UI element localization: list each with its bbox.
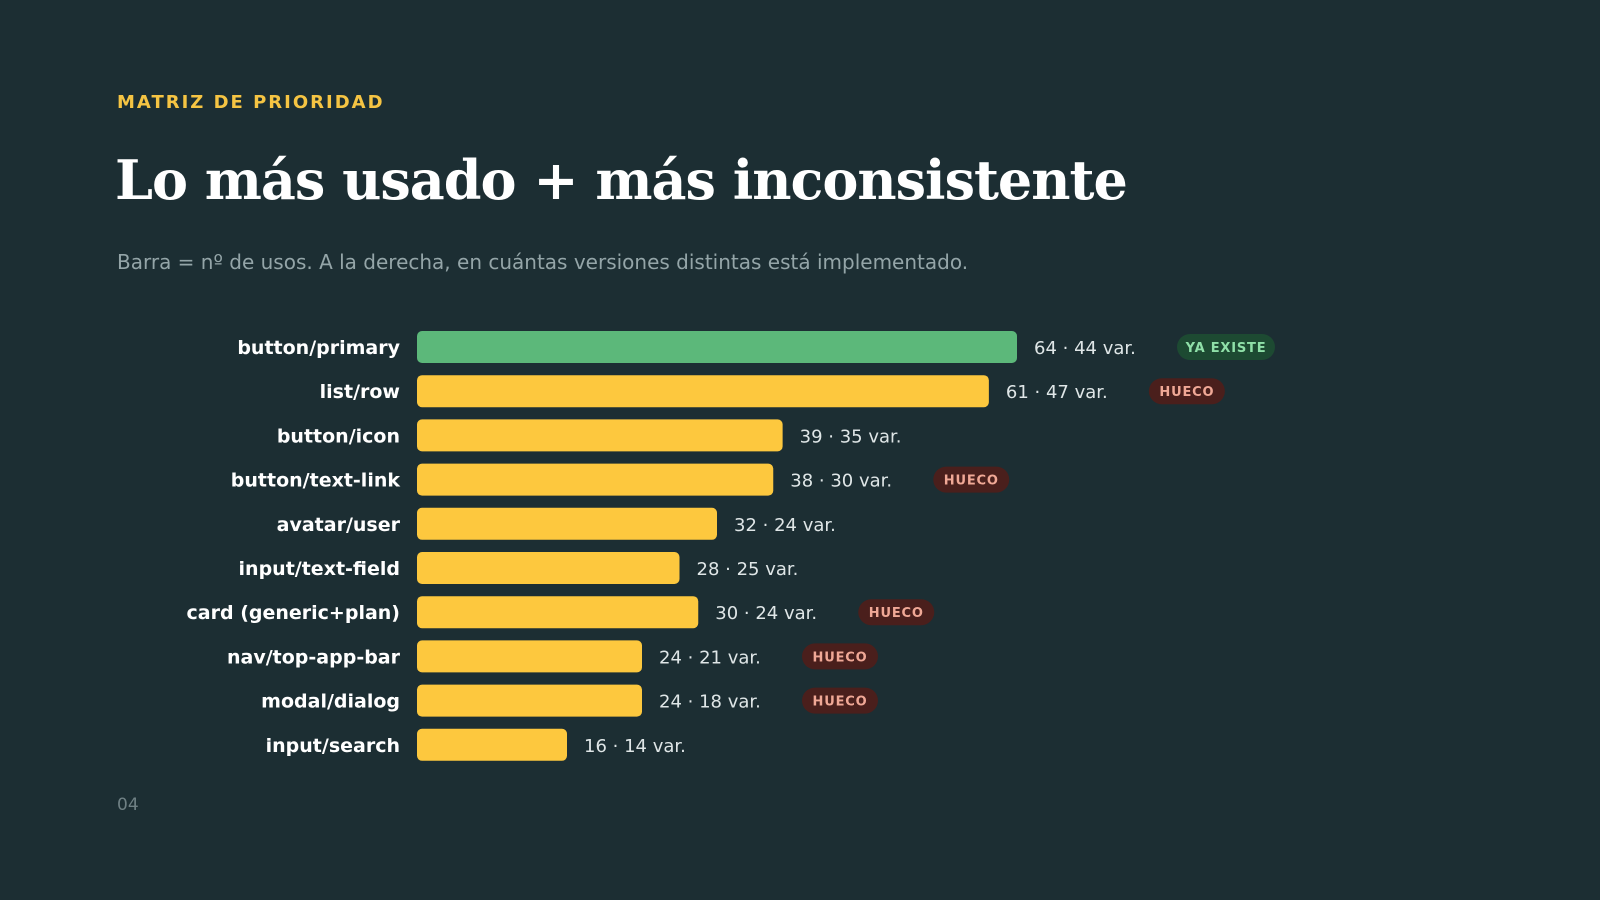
- value-label: 38 · 30 var.: [790, 471, 892, 492]
- bar-row: card (generic+plan) 30 · 24 var. HUECO: [187, 596, 935, 629]
- bar-row: button/text-link 38 · 30 var. HUECO: [231, 463, 1010, 496]
- badge-gap: [802, 643, 878, 670]
- bar-row: modal/dialog 24 · 18 var. HUECO: [261, 684, 878, 717]
- category-label: button/text-link: [231, 470, 401, 492]
- badge-label: HUECO: [1159, 385, 1214, 400]
- value-label: 24 · 18 var.: [659, 692, 761, 713]
- value-label: 28 · 25 var.: [697, 559, 799, 580]
- badge-label: HUECO: [813, 650, 868, 665]
- category-label: button/icon: [277, 425, 400, 447]
- category-label: list/row: [320, 381, 400, 403]
- value-label: 16 · 14 var.: [584, 736, 686, 757]
- category-label: button/primary: [237, 337, 400, 359]
- value-label: 39 · 35 var.: [800, 426, 902, 447]
- category-label: nav/top-app-bar: [227, 646, 401, 668]
- bar: [417, 375, 989, 408]
- bar: [417, 507, 717, 540]
- category-label: input/search: [266, 735, 400, 757]
- slide-title: Lo más usado + más inconsistente: [115, 148, 1128, 212]
- bar-row: input/search 16 · 14 var.: [266, 728, 686, 761]
- value-label: 32 · 24 var.: [734, 515, 836, 536]
- badge-gap: [1148, 378, 1225, 405]
- bar: [417, 463, 774, 496]
- value-label: 30 · 24 var.: [715, 603, 817, 624]
- bar-row: button/primary 64 · 44 var. YA EXISTE: [237, 331, 1275, 363]
- badge-gap: [933, 466, 1010, 493]
- slide-subtitle: Barra = nº de usos. A la derecha, en cuá…: [117, 250, 969, 274]
- category-label: avatar/user: [277, 514, 401, 536]
- badge-gap: [858, 599, 935, 626]
- category-label: modal/dialog: [261, 691, 400, 713]
- value-label: 64 · 44 var.: [1034, 338, 1136, 359]
- bar: [417, 596, 699, 629]
- bar: [417, 552, 680, 584]
- badge-label: HUECO: [869, 606, 924, 621]
- badge-exists: [1177, 334, 1275, 360]
- bar-row: nav/top-app-bar 24 · 21 var. HUECO: [227, 640, 878, 673]
- value-label: 61 · 47 var.: [1006, 382, 1108, 403]
- section-eyebrow: MATRIZ DE PRIORIDAD: [117, 92, 385, 113]
- bar-row: list/row 61 · 47 var. HUECO: [320, 375, 1225, 408]
- bar: [417, 419, 783, 452]
- bar-row: avatar/user 32 · 24 var.: [277, 507, 836, 540]
- bar: [417, 640, 642, 673]
- category-label: card (generic+plan): [187, 602, 400, 624]
- page-number: 04: [117, 795, 139, 815]
- bar-row: input/text-field 28 · 25 var.: [239, 552, 799, 584]
- bar: [417, 684, 642, 717]
- bar-row: button/icon 39 · 35 var.: [277, 419, 902, 452]
- bar: [417, 331, 1017, 363]
- category-label: input/text-field: [239, 558, 400, 580]
- badge-label: HUECO: [813, 695, 868, 710]
- badge-gap: [802, 687, 878, 714]
- value-label: 24 · 21 var.: [659, 647, 761, 668]
- bar: [417, 728, 567, 761]
- badge-label: YA EXISTE: [1185, 341, 1267, 356]
- badge-label: HUECO: [944, 474, 999, 489]
